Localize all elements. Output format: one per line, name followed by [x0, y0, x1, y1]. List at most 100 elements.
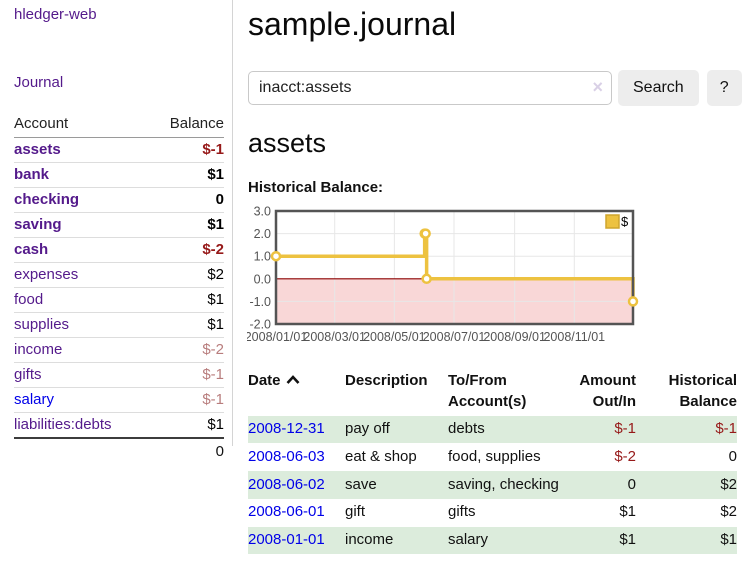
transaction-balance: 0 [636, 443, 737, 471]
date-column-header[interactable]: Date [248, 368, 345, 416]
account-link-cash[interactable]: cash [14, 241, 48, 258]
account-balance: $1 [149, 213, 224, 238]
transaction-amount: $1 [567, 499, 636, 527]
transaction-row: 2008-06-02 save saving, checking 0 $2 [248, 471, 737, 499]
transaction-balance: $2 [636, 499, 737, 527]
transaction-accounts: saving, checking [448, 471, 567, 499]
account-link-income[interactable]: income [14, 341, 62, 358]
account-link-salary[interactable]: salary [14, 391, 54, 408]
search-button[interactable]: Search [618, 70, 699, 106]
account-balance: $-2 [149, 338, 224, 363]
search-input[interactable] [248, 71, 612, 105]
svg-text:2008/09/01: 2008/09/01 [483, 330, 546, 344]
transaction-amount: $1 [567, 527, 636, 555]
account-balance: $1 [149, 288, 224, 313]
amount-column-header: Amount Out/In [567, 368, 636, 416]
app-brand-link[interactable]: hledger-web [14, 6, 97, 23]
account-balance: $-1 [149, 388, 224, 413]
transaction-row: 2008-01-01 income salary $1 $1 [248, 527, 737, 555]
transaction-row: 2008-12-31 pay off debts $-1 $-1 [248, 416, 737, 444]
transaction-accounts: gifts [448, 499, 567, 527]
transaction-accounts: salary [448, 527, 567, 555]
svg-text:2008/03/01: 2008/03/01 [303, 330, 366, 344]
account-row: cash $-2 [14, 238, 224, 263]
transaction-balance: $-1 [636, 416, 737, 444]
accounts-column-header: To/From Account(s) [448, 368, 567, 416]
svg-text:3.0: 3.0 [254, 205, 271, 219]
transaction-row: 2008-06-01 gift gifts $1 $2 [248, 499, 737, 527]
account-row: saving $1 [14, 213, 224, 238]
accounts-total-row: 0 [14, 438, 224, 464]
sidebar-item-journal[interactable]: Journal [14, 74, 63, 91]
transaction-date-link[interactable]: 2008-12-31 [248, 420, 325, 437]
account-balance: $-1 [149, 138, 224, 163]
historical-balance-chart: $3.02.01.00.0-1.0-2.02008/01/012008/03/0… [247, 205, 649, 345]
date-header-label: Date [248, 372, 281, 389]
svg-text:1.0: 1.0 [254, 249, 271, 263]
transaction-amount: $-2 [567, 443, 636, 471]
transaction-date-link[interactable]: 2008-06-01 [248, 503, 325, 520]
account-link-liabilities-debts[interactable]: liabilities:debts [14, 416, 112, 433]
transaction-row: 2008-06-03 eat & shop food, supplies $-2… [248, 443, 737, 471]
transaction-accounts: food, supplies [448, 443, 567, 471]
account-row: checking 0 [14, 188, 224, 213]
transaction-description: save [345, 471, 448, 499]
description-column-header: Description [345, 368, 448, 416]
account-row: salary $-1 [14, 388, 224, 413]
transaction-accounts: debts [448, 416, 567, 444]
transaction-balance: $1 [636, 527, 737, 555]
chart-title: Historical Balance: [248, 179, 742, 196]
sort-ascending-icon [286, 370, 300, 391]
account-row: assets $-1 [14, 138, 224, 163]
account-balance: $2 [149, 263, 224, 288]
balance-column-header: Historical Balance [636, 368, 737, 416]
account-link-supplies[interactable]: supplies [14, 316, 69, 333]
transaction-description: gift [345, 499, 448, 527]
account-balance: $1 [149, 163, 224, 188]
transaction-date-link[interactable]: 2008-01-01 [248, 531, 325, 548]
account-link-gifts[interactable]: gifts [14, 366, 42, 383]
account-balance: $1 [149, 413, 224, 439]
account-balance: $1 [149, 313, 224, 338]
account-row: food $1 [14, 288, 224, 313]
account-row: bank $1 [14, 163, 224, 188]
account-link-food[interactable]: food [14, 291, 43, 308]
account-row: income $-2 [14, 338, 224, 363]
svg-text:2008/05/01: 2008/05/01 [363, 330, 426, 344]
account-link-checking[interactable]: checking [14, 191, 79, 208]
account-link-expenses[interactable]: expenses [14, 266, 78, 283]
account-row: supplies $1 [14, 313, 224, 338]
account-link-saving[interactable]: saving [14, 216, 62, 233]
chart-container: $3.02.01.00.0-1.0-2.02008/01/012008/03/0… [247, 205, 742, 350]
account-balance: 0 [149, 188, 224, 213]
accounts-column-header: Account [14, 112, 149, 138]
account-balance: $-1 [149, 363, 224, 388]
account-row: expenses $2 [14, 263, 224, 288]
help-button[interactable]: ? [707, 70, 742, 106]
transaction-description: eat & shop [345, 443, 448, 471]
svg-text:-1.0: -1.0 [249, 295, 271, 309]
transaction-description: pay off [345, 416, 448, 444]
balance-column-header: Balance [149, 112, 224, 138]
account-link-assets[interactable]: assets [14, 141, 61, 158]
account-row: liabilities:debts $1 [14, 413, 224, 439]
account-link-bank[interactable]: bank [14, 166, 49, 183]
transaction-date-link[interactable]: 2008-06-02 [248, 476, 325, 493]
sidebar: hledger-web Journal Account Balance asse… [0, 0, 233, 446]
clear-search-icon[interactable]: × [592, 77, 603, 98]
svg-text:2.0: 2.0 [254, 227, 271, 241]
main-content: sample.journal × Search ? assets Histori… [234, 0, 742, 554]
transaction-description: income [345, 527, 448, 555]
search-bar: × Search ? [248, 70, 742, 106]
account-balance: $-2 [149, 238, 224, 263]
account-row: gifts $-1 [14, 363, 224, 388]
svg-text:2008/07/01: 2008/07/01 [423, 330, 486, 344]
account-heading: assets [248, 128, 742, 159]
transaction-amount: $-1 [567, 416, 636, 444]
svg-text:2008/01/01: 2008/01/01 [247, 330, 307, 344]
page-title: sample.journal [248, 6, 742, 43]
svg-text:0.0: 0.0 [254, 272, 271, 286]
accounts-balance-table: Account Balance assets $-1 bank $1 checkin… [14, 112, 224, 464]
accounts-total-value: 0 [14, 438, 224, 464]
transaction-date-link[interactable]: 2008-06-03 [248, 448, 325, 465]
